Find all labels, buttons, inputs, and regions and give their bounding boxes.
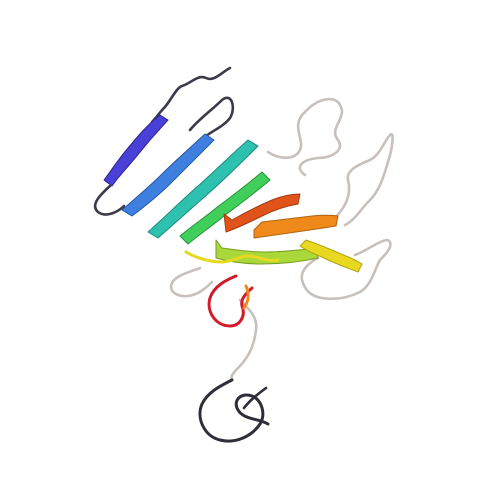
red-loop [207,274,254,328]
coil-blue-turn [93,184,126,216]
beta-strand-orange [253,214,339,239]
gray-loop-bottom-right [300,238,392,301]
gray-loop-right [328,132,394,227]
beta-strand-green [179,171,271,245]
beta-strand-yellow [299,239,363,273]
beta-strand-teal [147,139,259,239]
orange-tail [242,284,250,310]
gray-loop-top-right [266,97,344,177]
beta-strand-sky [121,133,215,217]
beta-strands [103,114,363,273]
beta-strand-blue [103,114,169,187]
yellow-coil [184,250,280,264]
c-terminal-coil [198,378,270,443]
coil-top-turn [188,96,235,138]
beta-strand-red-orange [223,193,301,233]
c-terminal-end [242,386,268,410]
n-terminal-coil [150,66,232,124]
gray-loop-left [169,266,214,298]
gray-loops [169,97,394,382]
gray-linker-down [230,298,258,382]
